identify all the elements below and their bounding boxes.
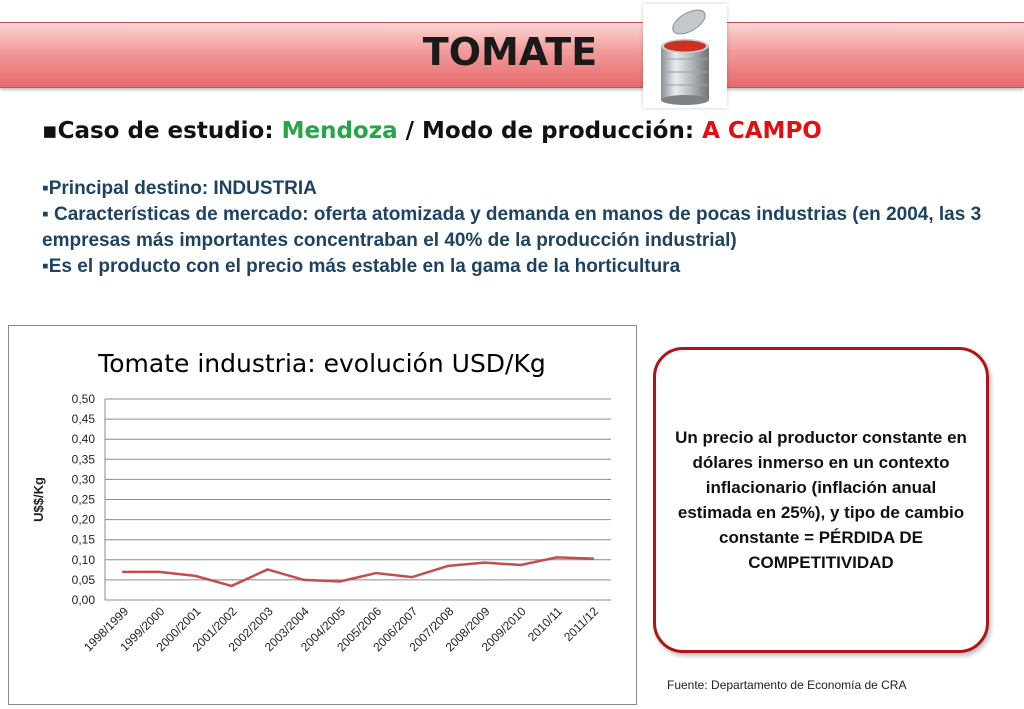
- data-point: [230, 584, 233, 588]
- series-line: [123, 556, 593, 588]
- y-tick-label: 0,35: [72, 452, 96, 466]
- source-footnote: Fuente: Departamento de Economía de CRA: [667, 678, 907, 692]
- data-point: [591, 557, 595, 560]
- y-tick-label: 0,15: [72, 533, 96, 547]
- tomato-can-icon: [661, 9, 709, 105]
- case-study-label: ▪Caso de estudio:: [42, 118, 282, 144]
- y-tick-label: 0,10: [72, 553, 96, 567]
- y-tick-label: 0,05: [72, 573, 96, 587]
- title-banner: [0, 22, 1024, 88]
- case-study-location: Mendoza: [281, 118, 398, 144]
- y-tick-label: 0,00: [72, 593, 96, 607]
- data-point: [121, 570, 125, 574]
- data-point: [266, 568, 269, 571]
- case-study-line: ▪Caso de estudio: Mendoza / Modo de prod…: [42, 118, 822, 144]
- x-tick-label: 2011/12: [561, 604, 601, 644]
- price-line-chart: Tomate industria: evolución USD/Kg 0,00 0,…: [31, 349, 611, 654]
- bullet-market-characteristics: ▪ Características de mercado: oferta ato…: [42, 204, 982, 251]
- data-point: [338, 580, 342, 583]
- data-point: [302, 578, 305, 582]
- data-point: [555, 556, 558, 559]
- tomato-can-picture: [643, 4, 727, 108]
- data-point: [519, 563, 522, 567]
- data-point: [374, 571, 378, 575]
- data-point: [194, 574, 197, 578]
- bullet-price-stability: ▪Es el producto con el precio más establ…: [42, 256, 681, 277]
- data-point: [447, 564, 450, 568]
- chart-frame: Tomate industria: evolución USD/Kg 0,00 0,…: [8, 325, 637, 705]
- data-point: [483, 561, 486, 564]
- x-tick-label: 2010/11: [525, 604, 565, 644]
- data-point: [411, 575, 414, 579]
- chart-title: Tomate industria: evolución USD/Kg: [97, 349, 546, 378]
- data-point: [158, 570, 161, 574]
- y-tick-label: 0,50: [72, 392, 96, 406]
- y-axis-label: U$$/Kg: [31, 477, 46, 522]
- y-tick-label: 0,30: [72, 472, 96, 486]
- y-tick-label: 0,25: [72, 493, 96, 507]
- conclusion-callout: Un precio al productor constante en dóla…: [653, 347, 989, 653]
- bullet-main-destination: ▪Principal destino: INDUSTRIA: [42, 178, 317, 199]
- production-mode-label: / Modo de producción:: [397, 118, 703, 144]
- production-mode-value: A CAMPO: [702, 118, 822, 144]
- y-tick-label: 0,45: [72, 412, 96, 426]
- bullet-list: ▪Principal destino: INDUSTRIA ▪ Caracter…: [42, 176, 1002, 280]
- slide-title: TOMATE: [422, 30, 598, 74]
- y-tick-label: 0,40: [72, 432, 96, 446]
- conclusion-text: Un precio al productor constante en dóla…: [675, 428, 967, 572]
- y-tick-label: 0,20: [72, 513, 96, 527]
